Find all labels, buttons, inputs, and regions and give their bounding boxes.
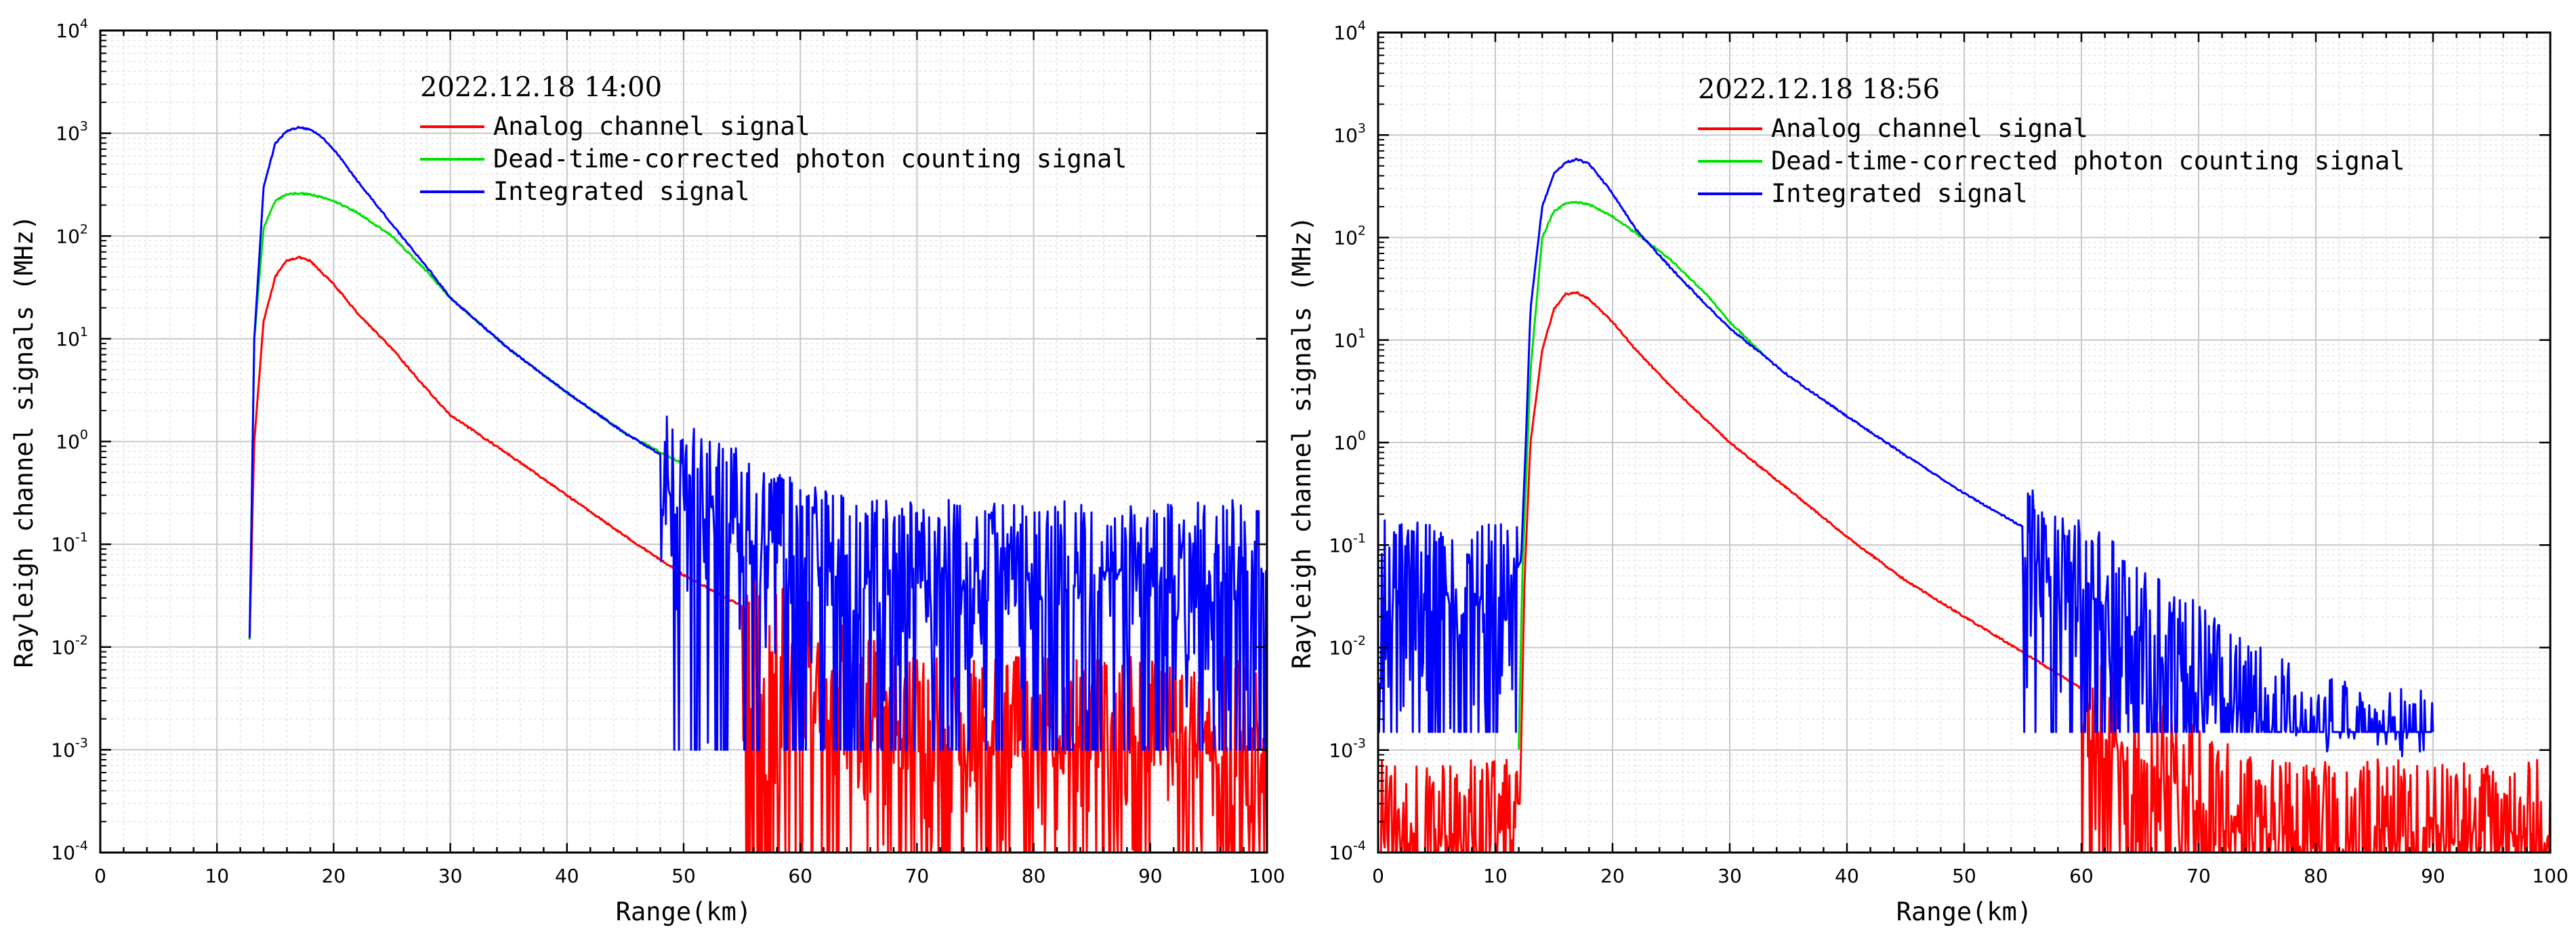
x-tick-label: 80 [2304, 865, 2328, 887]
chart-panel-1: 0 10 20 30 40 50 60 70 80 90 100 10-4 10-3 10-2 10-1 10… [9, 16, 1285, 926]
x-tick-label: 80 [1022, 865, 1046, 887]
chart-title: 2022.12.18 14:00 [420, 72, 662, 103]
y-tick-label: 100 [56, 428, 88, 453]
series-line-3 [248, 125, 1267, 751]
x-tick-label: 0 [94, 865, 106, 887]
y-tick-label: 10-4 [51, 838, 88, 864]
y-tick-label: 104 [1333, 18, 1366, 44]
legend: Analog channel signal Dead-time-corrected… [1698, 114, 2405, 208]
grid [100, 30, 1268, 853]
y-tick-label: 10-2 [1329, 634, 1366, 659]
x-tick-label: 100 [2532, 865, 2568, 887]
x-tick-label: 50 [671, 865, 696, 887]
chart-panel-2: 0 10 20 30 40 50 60 70 80 90 100 10-4 10-3 10-2 10-1 10… [1287, 18, 2569, 926]
legend-label: Dead-time-corrected photon counting sign… [493, 144, 1127, 173]
y-tick-label: 101 [56, 325, 88, 350]
y-tick-label: 103 [1333, 121, 1366, 146]
legend-label: Dead-time-corrected photon counting sign… [1771, 146, 2405, 176]
y-tick-label: 102 [56, 222, 88, 247]
y-tick-label: 10-3 [51, 735, 88, 761]
y-tick-label: 104 [56, 16, 88, 42]
x-tick-label: 10 [205, 865, 229, 887]
y-tick-label: 100 [1333, 428, 1366, 454]
x-tick-label: 70 [905, 865, 930, 887]
x-tick-label: 50 [1952, 865, 1976, 887]
x-tick-label: 90 [1138, 865, 1163, 887]
y-tick-label: 10-4 [1329, 838, 1366, 864]
x-tick-label: 40 [1835, 865, 1859, 887]
x-tick-label: 30 [438, 865, 463, 887]
legend-label: Analog channel signal [493, 112, 810, 141]
x-tick-label: 0 [1372, 865, 1384, 887]
x-axis-label: Range(km) [1896, 897, 2032, 926]
y-axis-label: Rayleigh channel signals (MHz) [9, 215, 39, 668]
y-tick-label: 10-3 [1329, 736, 1366, 762]
x-axis-label: Range(km) [616, 897, 751, 926]
series-line-1 [1378, 291, 2550, 853]
x-tick-label: 20 [1600, 865, 1625, 887]
x-tick-label: 30 [1718, 865, 1742, 887]
x-tick-label: 40 [555, 865, 579, 887]
legend-label: Integrated signal [1771, 179, 2028, 208]
x-tick-label: 10 [1483, 865, 1508, 887]
y-tick-label: 10-2 [51, 633, 88, 659]
x-tick-label: 20 [322, 865, 346, 887]
x-tick-label: 60 [2069, 865, 2094, 887]
legend: Analog channel signal Dead-time-corrected… [420, 112, 1127, 206]
series-line-3 [1378, 157, 2434, 758]
y-tick-label: 101 [1333, 326, 1366, 352]
legend-label: Analog channel signal [1771, 114, 2088, 143]
y-tick-label: 10-1 [1329, 531, 1366, 556]
legend-label: Integrated signal [493, 177, 750, 206]
y-axis-label: Rayleigh channel signals (MHz) [1287, 216, 1316, 669]
x-tick-label: 90 [2421, 865, 2445, 887]
x-tick-label: 60 [788, 865, 812, 887]
x-tick-label: 70 [2186, 865, 2211, 887]
y-tick-label: 102 [1333, 224, 1366, 249]
y-tick-label: 103 [56, 119, 88, 145]
x-tick-label: 100 [1249, 865, 1285, 887]
chart-title: 2022.12.18 18:56 [1698, 74, 1940, 105]
y-tick-label: 10-1 [51, 530, 88, 556]
